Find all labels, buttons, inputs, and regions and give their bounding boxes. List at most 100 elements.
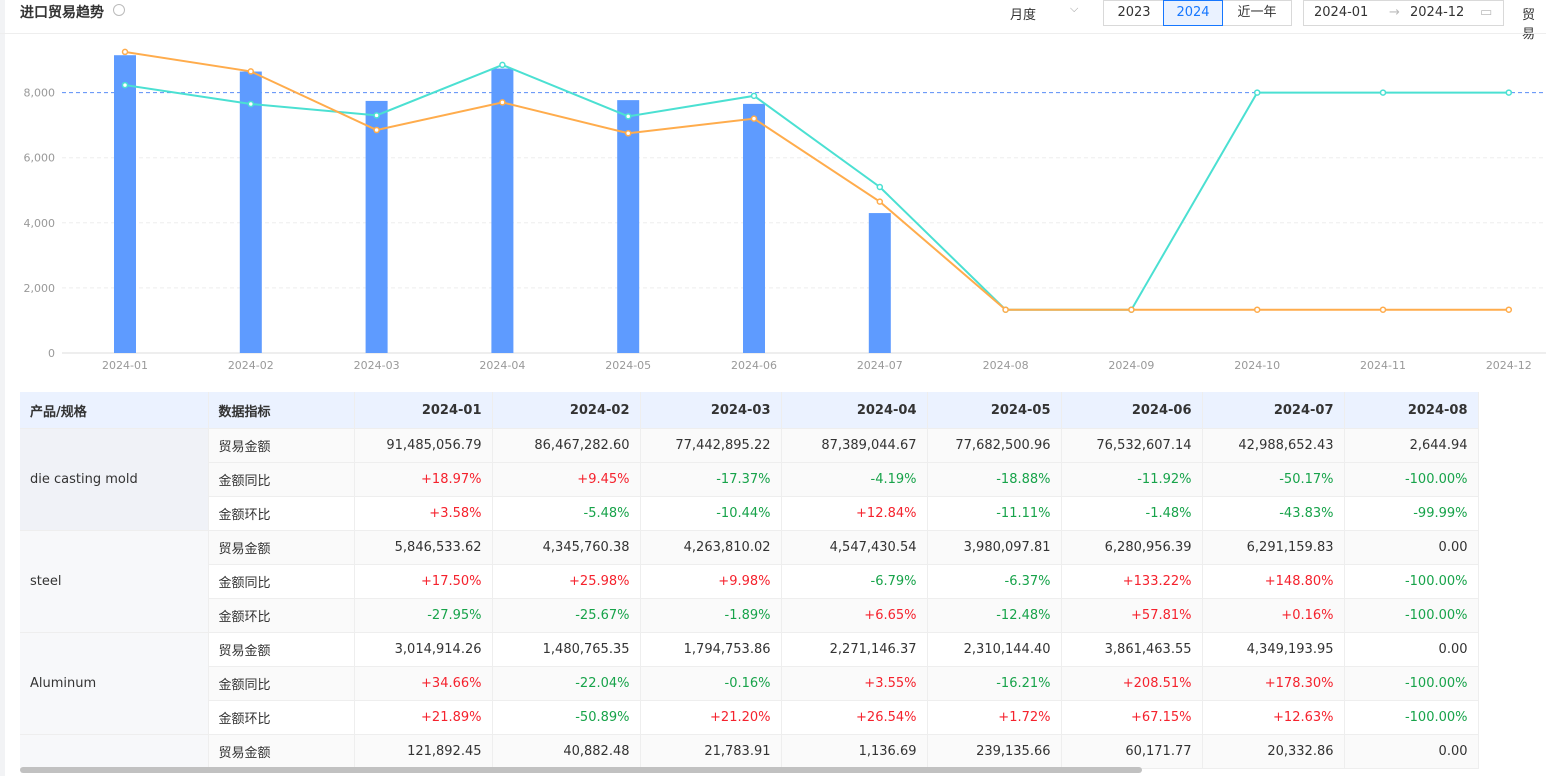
value-cell: 6,280,956.39	[1061, 530, 1203, 565]
value-cell: 91,485,056.79	[354, 428, 493, 463]
value-cell: -11.92%	[1061, 462, 1203, 497]
line-point	[750, 92, 758, 100]
line-point	[121, 48, 129, 56]
line-point	[1505, 89, 1513, 96]
value-cell: 1,480,765.35	[492, 632, 641, 667]
value-cell: -100.00%	[1344, 598, 1479, 633]
line-point	[373, 112, 380, 119]
value-cell: 87,389,044.67	[781, 428, 928, 463]
divider	[0, 33, 1546, 34]
bar	[239, 71, 262, 354]
value-cell: +178.30%	[1202, 666, 1345, 701]
value-cell: 42,988,652.43	[1202, 428, 1345, 463]
y-tick-label: 0	[48, 347, 55, 360]
value-cell: 20,332.86	[1202, 734, 1345, 769]
value-cell: +3.58%	[354, 496, 493, 531]
value-cell: -100.00%	[1344, 700, 1479, 735]
year-button[interactable]: 2024	[1163, 0, 1223, 26]
metric-cell: 贸易金额	[208, 428, 355, 463]
calendar-icon: ▭	[1480, 5, 1493, 20]
metric-cell: 金额同比	[208, 564, 355, 599]
value-cell: -100.00%	[1344, 666, 1479, 701]
date-range[interactable]: 2024-01 → 2024-12 ▭	[1303, 0, 1504, 26]
column-header: 2024-01	[354, 392, 493, 429]
value-cell: -25.67%	[492, 598, 641, 633]
granularity-select[interactable]: 月度	[1010, 8, 1037, 23]
x-tick-label: 2024-10	[1234, 359, 1280, 372]
range-start[interactable]: 2024-01	[1314, 5, 1369, 20]
value-cell: +0.16%	[1202, 598, 1345, 633]
column-header: 2024-05	[927, 392, 1062, 429]
y-tick-label: 4,000	[24, 217, 56, 230]
value-cell: 4,345,760.38	[492, 530, 641, 565]
x-tick-label: 2024-02	[228, 359, 274, 372]
value-cell: +67.15%	[1061, 700, 1203, 735]
value-cell: -18.88%	[927, 462, 1062, 497]
metric-cell: 贸易金额	[208, 734, 355, 769]
x-tick-label: 2024-12	[1486, 359, 1532, 372]
value-cell: 2,644.94	[1344, 428, 1479, 463]
x-tick-label: 2024-09	[1108, 359, 1154, 372]
value-cell: -50.17%	[1202, 462, 1345, 497]
column-header: 2024-04	[781, 392, 928, 429]
value-cell: -11.11%	[927, 496, 1062, 531]
value-cell: 4,349,193.95	[1202, 632, 1345, 667]
year-button[interactable]: 近一年	[1222, 0, 1292, 26]
line	[124, 50, 1509, 311]
value-cell: +133.22%	[1061, 564, 1203, 599]
value-cell: +57.81%	[1061, 598, 1203, 633]
line-point	[499, 61, 506, 69]
value-cell: +26.54%	[781, 700, 928, 735]
data-table: 产品/规格 数据指标 2024-01 2024-02 2024-03 2024-04 202…	[20, 392, 1479, 769]
value-cell: -0.16%	[640, 666, 782, 701]
value-cell: -100.00%	[1344, 462, 1479, 497]
metric-cell: 贸易金额	[208, 530, 355, 565]
line-point	[247, 68, 255, 75]
line-point	[247, 100, 255, 108]
chart: 0 2,000 4,000 6,000 8,000 2024-01 2024-02 2024-…	[24, 48, 1546, 372]
y-tick-label: 8,000	[24, 87, 56, 100]
h-scrollbar[interactable]	[20, 767, 1142, 773]
value-cell: 3,861,463.55	[1061, 632, 1203, 667]
line-point	[373, 126, 380, 134]
value-cell: 21,783.91	[640, 734, 782, 769]
line-point	[624, 130, 632, 137]
metric-cell: 金额环比	[208, 700, 355, 735]
line-point	[876, 198, 884, 205]
product-cell: die casting mold	[20, 428, 209, 531]
line-point	[499, 99, 506, 106]
value-cell: -43.83%	[1202, 496, 1345, 531]
value-cell: +208.51%	[1061, 666, 1203, 701]
value-cell: 0.00	[1344, 530, 1479, 565]
bar	[491, 68, 514, 353]
value-cell: +17.50%	[354, 564, 493, 599]
side-strip	[0, 0, 5, 776]
x-tick-label: 2024-03	[354, 359, 400, 372]
range-arrow: →	[1389, 5, 1400, 20]
table-row: 金额环比 +3.58% -5.48% -10.44% +12.84% -11.11% -1.…	[20, 496, 1479, 531]
product-cell	[20, 734, 209, 769]
metric-cell: 金额环比	[208, 496, 355, 531]
bar	[743, 103, 765, 354]
value-cell: -4.19%	[781, 462, 928, 497]
value-cell: -10.44%	[640, 496, 782, 531]
table-row: steel 贸易金额 5,846,533.62 4,345,760.38 4,263,8…	[20, 530, 1479, 633]
value-cell: +12.84%	[781, 496, 928, 531]
value-cell: 77,682,500.96	[927, 428, 1062, 463]
bar	[114, 55, 136, 353]
extra-control[interactable]: 贸易	[1522, 8, 1536, 42]
value-cell: 2,310,144.40	[927, 632, 1062, 667]
value-cell: 3,014,914.26	[354, 632, 493, 667]
table-row: 贸易金额 121,892.45 40,882.48 21,783.91 1,136.69…	[20, 734, 1479, 769]
table-row: 金额同比 +17.50% +25.98% +9.98% -6.79% -6.37% +133…	[20, 564, 1479, 599]
value-cell: 86,467,282.60	[492, 428, 641, 463]
info-icon[interactable]	[113, 4, 125, 16]
value-cell: 4,263,810.02	[640, 530, 782, 565]
range-end[interactable]: 2024-12	[1410, 5, 1465, 20]
line-point	[750, 115, 758, 122]
table-row: 金额同比 +18.97% +9.45% -17.37% -4.19% -18.88% -11…	[20, 462, 1479, 497]
value-cell: 60,171.77	[1061, 734, 1203, 769]
product-cell: Aluminum	[20, 632, 209, 735]
year-button[interactable]: 2023	[1103, 0, 1165, 26]
table-row: Aluminum 贸易金额 3,014,914.26 1,480,765.35 1,79…	[20, 632, 1479, 735]
